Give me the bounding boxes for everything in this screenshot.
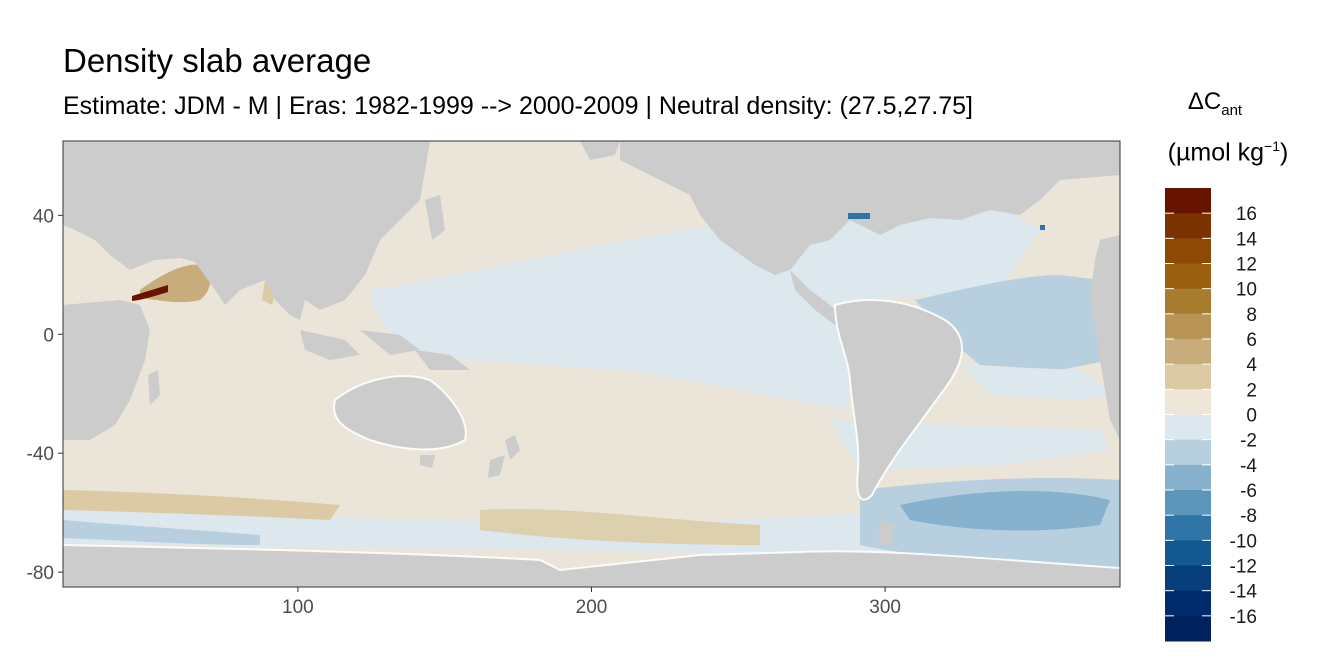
equatorial-atlantic-cool: [915, 275, 1110, 370]
gulf-stream-cool: [848, 213, 870, 219]
legend-title-symbol: ΔC: [1187, 88, 1222, 115]
colorbar-label: -4: [1240, 456, 1257, 477]
red-sea-outflow: [132, 285, 168, 301]
y-tick-label: -40: [27, 444, 54, 465]
colorbar-swatch: [1165, 288, 1211, 315]
colorbar-swatch: [1165, 313, 1211, 340]
coastline: [63, 299, 1120, 572]
y-axis: 40 0 -40 -80: [27, 206, 63, 584]
colorbar-label: -6: [1240, 481, 1257, 502]
chart-title: Density slab average: [63, 42, 372, 79]
ross-warm-strip: [480, 508, 760, 545]
colorbar-label: 10: [1236, 280, 1257, 301]
colorbar-label: -16: [1230, 607, 1257, 628]
colorbar-label: 14: [1236, 229, 1258, 250]
colorbar-swatch: [1165, 590, 1211, 617]
north-atlantic-cool: [760, 219, 960, 268]
colorbar-label: 16: [1236, 204, 1257, 225]
map-layers: [63, 141, 1120, 587]
colorbar-swatch: [1165, 565, 1211, 592]
colorbar-swatch: [1165, 515, 1211, 541]
colorbar-label: 0: [1246, 406, 1257, 427]
colorbar-swatch: [1165, 238, 1211, 264]
legend-units-prefix: (µmol kg: [1167, 138, 1265, 167]
colorbar-swatch: [1165, 615, 1211, 642]
colorbar-label: 12: [1236, 255, 1257, 276]
colorbar-swatch: [1165, 389, 1211, 415]
colorbar-swatch: [1165, 490, 1211, 516]
legend-units-suffix: ): [1280, 138, 1289, 167]
x-tick-label: 200: [576, 597, 608, 618]
x-tick-label: 100: [282, 597, 314, 618]
legend-units: (µmol kg−1): [1148, 138, 1308, 167]
land: [63, 141, 1120, 587]
weddell-cool-strip: [63, 520, 260, 545]
colorbar-swatch: [1165, 414, 1211, 441]
colorbar-label: -14: [1230, 582, 1258, 603]
colorbar-swatch: [1165, 464, 1211, 491]
colorbar-label: 6: [1246, 330, 1257, 351]
chart-subtitle: Estimate: JDM - M | Eras: 1982-1999 --> …: [63, 92, 973, 120]
y-tick-label: 0: [43, 325, 54, 346]
y-tick-label: 40: [33, 206, 54, 227]
southern-atlantic-core: [900, 490, 1110, 531]
bay-of-bengal-warm: [262, 280, 274, 305]
colorbar-label: -2: [1240, 431, 1257, 452]
colorbar-label: -10: [1230, 531, 1257, 552]
colorbar-swatch: [1165, 540, 1211, 566]
legend-units-exponent: −1: [1264, 138, 1280, 154]
colorbar-label: 8: [1246, 305, 1257, 326]
colorbar-swatch: [1165, 188, 1211, 214]
southern-warm-strip: [63, 490, 340, 520]
y-tick-label: -80: [27, 563, 54, 584]
colorbar-swatch: [1165, 364, 1211, 390]
colorbar-label: 2: [1246, 380, 1257, 401]
colorbar-swatch: [1165, 263, 1211, 290]
x-axis: 100 200 300: [282, 587, 901, 618]
colorbar-swatch: [1165, 339, 1211, 365]
colorbar-label: -12: [1230, 557, 1257, 578]
nordic-cool: [1040, 225, 1045, 230]
colorbar-label: 4: [1246, 355, 1257, 376]
colorbar-label: -8: [1240, 506, 1257, 527]
legend-title-subscript: ant: [1221, 101, 1243, 119]
x-tick-label: 300: [869, 597, 901, 618]
tropical-atlantic-cool: [960, 365, 1115, 400]
legend-title: ΔCant: [1150, 88, 1280, 119]
colorbar-swatch: [1165, 439, 1211, 466]
colorbar-swatch: [1165, 213, 1211, 239]
colorbar: 16 14 12 10 8 6 4 2 0 -2 -4 -6 -8 -10 -12 -14 -16: [1165, 188, 1257, 642]
